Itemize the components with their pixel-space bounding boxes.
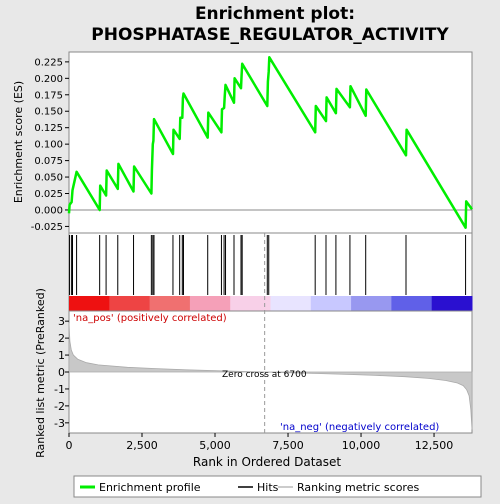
es-y-tick-label: 0.225 (34, 57, 63, 68)
legend-box (73, 475, 482, 498)
es-panel-background (68, 51, 473, 234)
es-y-tick-label: -0.025 (31, 222, 63, 233)
x-tick-label: 7,500 (272, 439, 304, 452)
colorbar-segment (149, 296, 191, 311)
zero-cross-annotation: Zero cross at 6700 (222, 370, 307, 380)
es-plot-area (67, 56, 474, 229)
es-y-tick-label: 0.000 (34, 205, 63, 216)
metric-y-tick-label: -2 (54, 400, 65, 413)
metric-y-tick-label: 2 (58, 332, 65, 345)
metric-y-axis: -3 -2 -1 0 1 2 3 (54, 315, 69, 430)
chart-subtitle: PHOSPHATASE_REGULATOR_ACTIVITY (91, 25, 449, 45)
es-y-tick-label: 0.075 (34, 156, 63, 167)
es-y-tick-label: 0.200 (34, 74, 63, 85)
colorbar-segment (431, 296, 473, 311)
es-y-tick-label: 0.175 (34, 90, 63, 101)
x-axis: 0 2,500 5,000 7,500 10,000 12,500 (66, 433, 454, 452)
metric-y-tick-label: 1 (58, 349, 65, 362)
colorbar-segment (310, 296, 352, 311)
colorbar-segment (69, 296, 110, 311)
x-tick-label: 10,000 (342, 439, 381, 452)
ranking-metric-area (68, 322, 473, 430)
x-tick-label: 5,000 (199, 439, 231, 452)
metric-y-tick-label: -1 (54, 383, 65, 396)
x-tick-label: 12,500 (415, 439, 454, 452)
colorbar-segment (351, 296, 392, 311)
legend-label-hits: Hits (257, 481, 279, 494)
es-y-axis: -0.025 0.000 0.025 0.050 0.075 0.100 0.125 0.15… (31, 57, 69, 233)
neg-annotation: 'na_neg' (negatively correlated) (280, 422, 439, 433)
es-y-tick-label: 0.025 (34, 189, 63, 200)
es-y-tick-label: 0.100 (34, 140, 63, 151)
metric-y-axis-label: Ranked list metric (PreRanked) (34, 288, 47, 458)
colorbar-segment (391, 296, 433, 311)
hits-track (69, 235, 467, 295)
colorbar-segment (270, 296, 312, 311)
chart-title: Enrichment plot: (195, 4, 355, 24)
es-y-tick-label: 0.125 (34, 123, 63, 134)
x-tick-label: 0 (66, 439, 73, 452)
enrichment-profile-line (67, 56, 474, 229)
es-y-tick-label: 0.050 (34, 173, 63, 184)
ranking-colorbar (69, 296, 473, 311)
es-y-tick-label: 0.150 (34, 107, 63, 118)
metric-y-tick-label: 3 (58, 315, 65, 328)
x-tick-label: 2,500 (126, 439, 158, 452)
x-axis-label: Rank in Ordered Dataset (193, 455, 341, 469)
colorbar-segment (230, 296, 271, 311)
metric-y-tick-label: -3 (54, 417, 65, 430)
pos-annotation: 'na_pos' (positively correlated) (73, 313, 227, 324)
metric-y-tick-label: 0 (58, 366, 65, 379)
metric-plot-area (68, 233, 473, 433)
colorbar-segment (109, 296, 151, 311)
legend-label-enrichment: Enrichment profile (99, 481, 201, 494)
colorbar-segment (189, 296, 231, 311)
es-y-axis-label: Enrichment score (ES) (12, 81, 25, 203)
legend-label-metric: Ranking metric scores (297, 481, 419, 494)
